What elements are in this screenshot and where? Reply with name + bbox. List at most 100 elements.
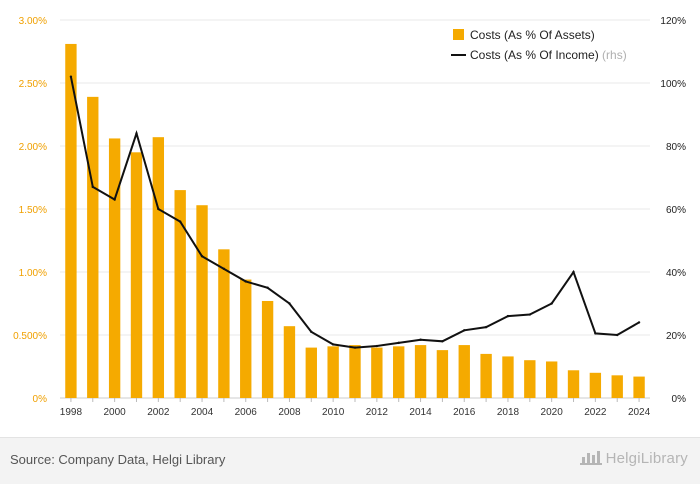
legend-swatch-assets (453, 29, 464, 40)
line-point (637, 321, 641, 324)
line-point (594, 332, 597, 335)
bar (436, 350, 449, 398)
line-point (69, 75, 73, 78)
line-point (375, 344, 379, 348)
bar (633, 376, 645, 398)
line-point (288, 302, 291, 305)
brand-name: HelgiLibrary (605, 450, 688, 467)
bar (240, 279, 252, 398)
bar (414, 345, 427, 398)
right-tick-label: 120% (660, 16, 686, 27)
x-tick-label: 2004 (191, 407, 214, 418)
line-point (178, 220, 182, 223)
line-point (353, 346, 357, 349)
line-point (550, 302, 553, 305)
brand-logo: HelgiLibrary (579, 449, 688, 467)
footer: Source: Company Data, Helgi Library Helg… (0, 437, 700, 484)
line-point (528, 313, 532, 316)
x-tick-label: 2008 (278, 407, 301, 418)
right-tick-label: 60% (666, 205, 686, 216)
bar (174, 190, 186, 398)
bar (305, 347, 317, 398)
left-axis: 0% 0.500% 1.00% 1.50% 2.00% 2.50% 3.00% (13, 16, 47, 405)
legend-label-income: Costs (As % Of Income) (rhs) (470, 48, 627, 62)
x-tick-label: 1998 (60, 407, 83, 418)
left-tick-label: 3.00% (19, 16, 47, 27)
left-tick-label: 0% (33, 394, 48, 405)
x-tick-label: 2020 (541, 407, 564, 418)
right-tick-label: 0% (672, 394, 687, 405)
bar (327, 346, 339, 398)
line-point (331, 343, 335, 346)
line-point (484, 325, 488, 329)
bar (152, 137, 165, 398)
bar (261, 300, 274, 398)
line-point (310, 330, 313, 334)
bar (196, 205, 208, 398)
left-tick-label: 0.500% (13, 331, 47, 342)
right-tick-label: 100% (660, 79, 686, 90)
line-point (266, 286, 269, 289)
right-tick-label: 80% (666, 142, 686, 153)
right-axis: 0% 20% 40% 60% 80% 100% 120% (660, 16, 686, 405)
right-tick-label: 40% (666, 268, 686, 279)
x-tick-label: 2022 (584, 407, 607, 418)
line-series (69, 75, 641, 349)
line-point (135, 132, 138, 135)
bar (218, 249, 230, 398)
legend-label-income-suffix: (rhs) (602, 48, 627, 62)
source-note: Source: Company Data, Helgi Library (10, 452, 226, 467)
x-tick-label: 2012 (366, 407, 389, 418)
bar (567, 370, 580, 398)
line-point (419, 338, 422, 341)
bar (393, 346, 405, 398)
line-point (463, 329, 466, 332)
line-point (113, 198, 116, 201)
x-tick-label: 2000 (104, 407, 127, 418)
x-tick-label: 2018 (497, 407, 520, 418)
line-point (244, 280, 247, 283)
bar (524, 360, 536, 398)
left-tick-label: 2.50% (19, 79, 47, 90)
left-tick-label: 1.00% (19, 268, 47, 279)
bar (283, 326, 296, 398)
bar (545, 361, 558, 398)
line-point (397, 341, 400, 345)
bar (65, 43, 77, 398)
bar (349, 345, 361, 398)
line-point (616, 333, 619, 337)
legend-label-income-name: Costs (As % Of Income) (470, 48, 599, 62)
line-point (572, 270, 575, 274)
bar (371, 347, 383, 398)
x-tick-label: 2010 (322, 407, 345, 418)
bar (108, 138, 121, 398)
bar (480, 353, 492, 398)
legend-label-assets: Costs (As % Of Assets) (470, 28, 595, 42)
x-tick-label: 2024 (628, 407, 651, 418)
x-tick-label: 2006 (235, 407, 258, 418)
line-point (157, 207, 160, 211)
bar (611, 375, 623, 398)
x-tick-label: 2014 (409, 407, 432, 418)
legend: Costs (As % Of Assets) Costs (As % Of In… (451, 28, 627, 62)
x-axis: 1998 2000 2002 2004 2006 2008 2010 2012 2014 2016… (60, 398, 651, 418)
grid-lines (60, 19, 650, 399)
bar (502, 356, 514, 398)
bar (589, 372, 602, 398)
left-tick-label: 2.00% (19, 142, 47, 153)
line-point (441, 340, 444, 343)
bar-series (65, 43, 645, 399)
left-tick-label: 1.50% (19, 205, 47, 216)
line-point (506, 314, 510, 318)
line-point (200, 255, 204, 258)
line-point (91, 185, 94, 189)
chart: 0% 0.500% 1.00% 1.50% 2.00% 2.50% 3.00% 0% 20% 4… (13, 16, 686, 418)
right-tick-label: 20% (666, 331, 686, 342)
bar (458, 345, 470, 398)
x-tick-label: 2002 (147, 407, 170, 418)
x-tick-label: 2016 (453, 407, 476, 418)
bar (87, 96, 99, 399)
line-point (222, 267, 226, 271)
library-icon (579, 449, 602, 465)
bar (130, 152, 143, 398)
